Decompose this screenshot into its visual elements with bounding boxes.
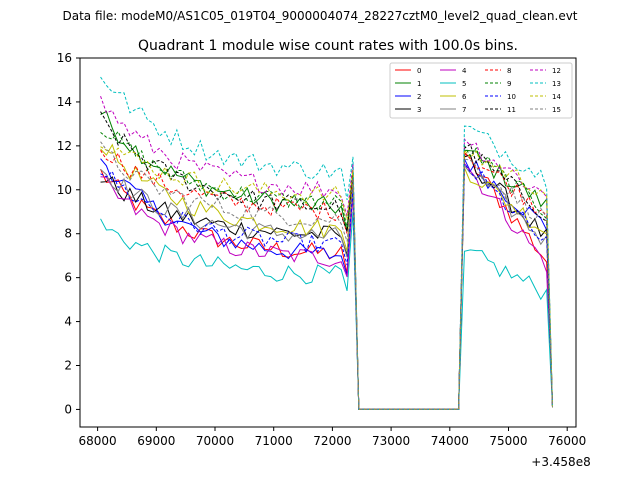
legend-label-6: 6 (462, 93, 467, 101)
y-tick-label: 2 (64, 359, 72, 373)
x-offset-label: +3.458e8 (531, 455, 590, 469)
plot-lines (100, 76, 554, 410)
legend-label-1: 1 (417, 80, 421, 88)
x-tick-label: 74000 (431, 434, 469, 448)
series-line-10 (100, 161, 554, 410)
legend-label-0: 0 (417, 67, 421, 75)
series-line-1 (100, 110, 554, 410)
series-line-14 (100, 146, 554, 410)
series-line-3 (100, 154, 554, 410)
x-tick-label: 75000 (489, 434, 527, 448)
y-tick-label: 6 (64, 271, 72, 285)
y-tick-label: 8 (64, 227, 72, 241)
legend-label-7: 7 (462, 106, 466, 114)
legend-label-13: 13 (552, 80, 561, 88)
axes-frame (79, 57, 577, 428)
legend-label-10: 10 (507, 93, 516, 101)
chart-title: Quadrant 1 module wise count rates with … (138, 38, 518, 54)
legend-label-5: 5 (462, 80, 466, 88)
series-line-8 (100, 150, 554, 410)
x-axis: 68000 69000 70000 71000 72000 73000 74000 75000… (79, 427, 586, 448)
legend-label-11: 11 (507, 106, 516, 114)
y-tick-label: 16 (57, 51, 72, 65)
x-tick-label: 70000 (196, 434, 234, 448)
legend-frame (389, 62, 573, 119)
y-tick-label: 0 (64, 402, 72, 416)
series-line-6 (100, 143, 554, 410)
series-line-4 (100, 162, 554, 410)
legend-label-12: 12 (552, 67, 561, 75)
series-line-11 (100, 111, 554, 410)
x-tick-label: 73000 (372, 434, 410, 448)
legend-label-14: 14 (552, 93, 561, 101)
legend-label-3: 3 (417, 106, 421, 114)
y-tick-label: 14 (57, 95, 72, 109)
figure-suptitle: Data file: modeM0/AS1C05_019T04_90000040… (62, 9, 577, 23)
legend-label-4: 4 (462, 67, 467, 75)
y-tick-label: 10 (57, 183, 72, 197)
series-line-15 (100, 141, 554, 410)
x-tick-label: 68000 (79, 434, 117, 448)
legend-label-2: 2 (417, 93, 421, 101)
y-tick-label: 12 (57, 139, 72, 153)
y-tick-label: 4 (64, 315, 72, 329)
series-line-0 (100, 154, 554, 410)
series-line-13 (100, 76, 554, 410)
series-line-2 (100, 158, 554, 410)
legend-label-15: 15 (552, 106, 561, 114)
x-tick-label: 76000 (548, 434, 586, 448)
series-line-12 (100, 96, 554, 410)
series-line-5 (100, 211, 554, 410)
x-tick-label: 72000 (313, 434, 351, 448)
legend-label-9: 9 (507, 80, 511, 88)
series-line-9 (100, 130, 554, 410)
legend-label-8: 8 (507, 67, 511, 75)
y-axis: 0 2 4 6 8 10 12 14 16 (57, 51, 80, 416)
x-tick-label: 69000 (137, 434, 175, 448)
x-tick-label: 71000 (255, 434, 293, 448)
series-line-7 (100, 164, 554, 410)
